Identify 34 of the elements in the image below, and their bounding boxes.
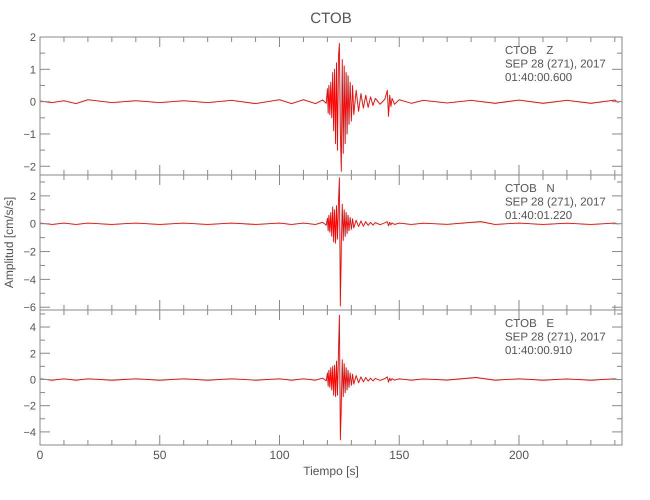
- y-tick-label: −2: [23, 161, 36, 174]
- annotation: SEP 28 (271), 2017: [505, 332, 606, 344]
- annotation: SEP 28 (271), 2017: [505, 58, 606, 70]
- chart-title: CTOB: [310, 10, 352, 27]
- line-series: [40, 43, 619, 172]
- x-tick-label: 50: [153, 448, 167, 462]
- line-series: [40, 177, 619, 306]
- annotation: SEP 28 (271), 2017: [505, 196, 606, 208]
- x-tick-label: 200: [508, 448, 530, 462]
- y-tick-label: −2: [23, 246, 36, 259]
- x-axis-title: Tiempo [s]: [303, 464, 359, 478]
- y-tick-label: 0: [30, 374, 36, 386]
- y-tick-label: 4: [30, 322, 36, 334]
- y-tick-label: −4: [23, 426, 36, 439]
- annotation: 01:40:01.220: [505, 210, 572, 222]
- annotation: CTOB Z: [505, 45, 554, 57]
- x-tick-label: 100: [269, 448, 290, 462]
- y-tick-label: −6: [23, 302, 36, 314]
- y-tick-label: −1: [23, 128, 36, 141]
- y-tick-label: 0: [30, 218, 36, 231]
- y-tick-label: −4: [23, 274, 36, 286]
- y-tick-label: −2: [23, 400, 36, 413]
- y-tick-label: 2: [30, 190, 36, 203]
- annotation: 01:40:00.910: [505, 345, 572, 357]
- y-tick-label: 2: [30, 348, 36, 360]
- line-series: [40, 314, 619, 440]
- x-tick-label: 150: [389, 448, 410, 462]
- y-axis-title: Amplitud [cm/s/s]: [2, 196, 16, 288]
- annotation: CTOB N: [505, 183, 555, 195]
- y-tick-label: 1: [30, 64, 36, 76]
- annotation: 01:40:00.600: [505, 72, 572, 84]
- y-tick-label: 0: [30, 96, 36, 109]
- y-tick-label: 2: [30, 32, 36, 44]
- annotation: CTOB E: [505, 318, 554, 330]
